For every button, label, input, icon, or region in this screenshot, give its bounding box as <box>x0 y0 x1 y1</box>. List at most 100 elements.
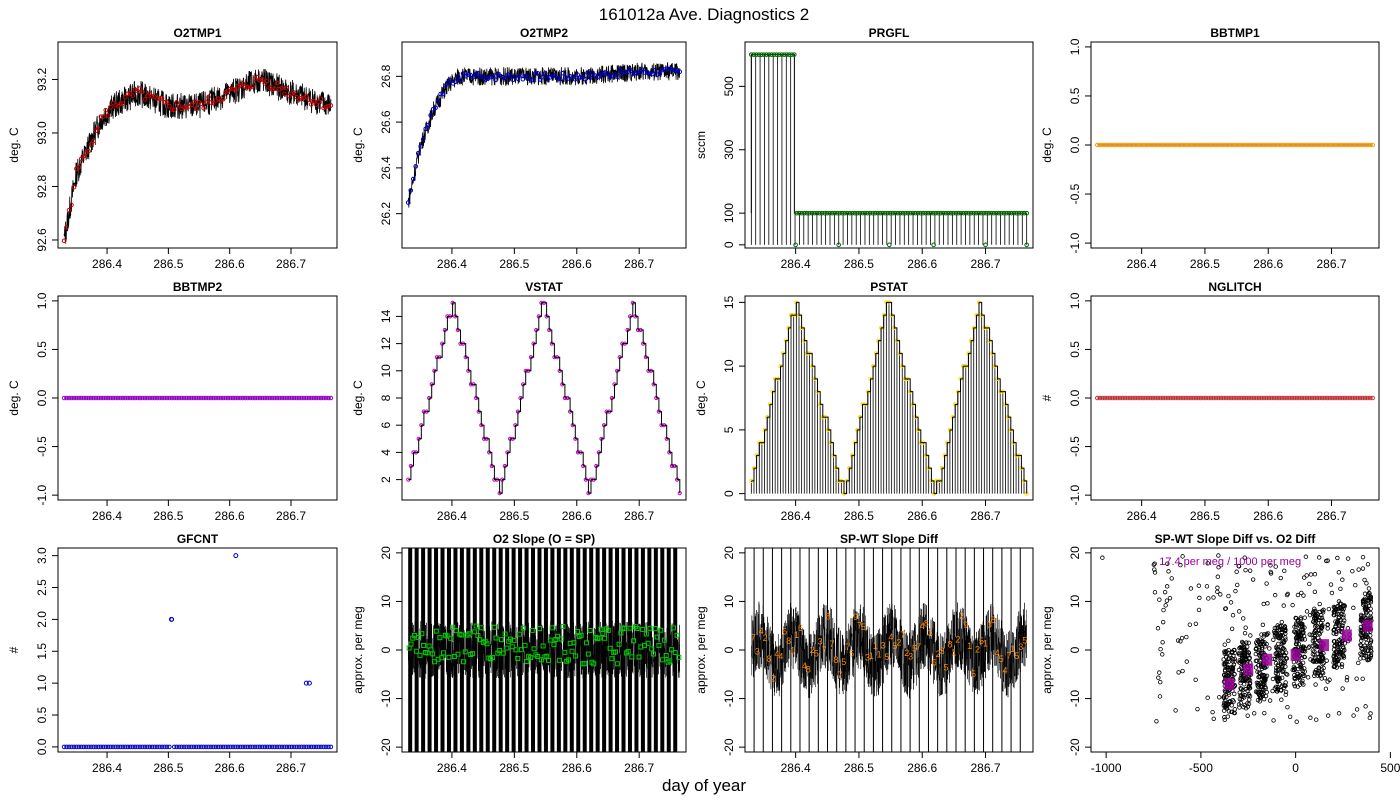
data-point <box>1277 623 1283 629</box>
data-point <box>1274 650 1280 656</box>
data-point <box>542 71 548 76</box>
data-point <box>1255 697 1261 703</box>
plot-area-nglitch <box>1095 395 1375 401</box>
y-axis-label-o2tmp1: deg. C <box>7 127 21 163</box>
data-point <box>1262 710 1267 716</box>
data-point <box>771 52 777 57</box>
data-point <box>291 395 297 401</box>
data-point <box>250 84 255 89</box>
data-point <box>269 395 275 401</box>
data-point <box>1184 634 1189 640</box>
data-point <box>1367 591 1372 596</box>
data-point <box>1319 142 1325 148</box>
data-point <box>115 744 121 750</box>
data-point <box>260 395 265 401</box>
data-point <box>1269 142 1274 148</box>
data-point <box>1296 674 1301 679</box>
data-point <box>489 655 495 661</box>
data-point <box>1335 395 1340 401</box>
digit-marker: 7 <box>751 633 756 643</box>
data-point <box>475 70 481 76</box>
data-point <box>781 52 787 57</box>
data-point <box>1336 662 1342 667</box>
data-point <box>413 164 419 169</box>
data-point <box>1238 645 1243 650</box>
bin-mean-marker <box>1262 653 1273 666</box>
data-point <box>1353 582 1358 588</box>
panel-grid: O2TMP1 deg. C 286.4 286.5 286.6 286.7 92.6 92.8… <box>7 26 1400 775</box>
data-point <box>1324 558 1329 564</box>
data-point <box>1165 395 1171 401</box>
data-point <box>556 657 562 663</box>
series-line-spwt <box>751 601 1027 699</box>
data-point <box>1368 595 1373 600</box>
data-point <box>413 648 419 654</box>
data-point <box>1233 588 1238 594</box>
data-point <box>1224 694 1229 700</box>
data-point <box>658 627 664 633</box>
data-point <box>1156 675 1161 680</box>
data-point <box>1210 709 1215 715</box>
data-point <box>1246 675 1251 681</box>
data-point <box>1334 645 1340 650</box>
data-point <box>1254 680 1260 686</box>
data-point <box>152 395 157 401</box>
data-point <box>1239 696 1244 702</box>
data-point <box>522 642 528 648</box>
data-point <box>211 100 216 106</box>
data-point <box>1300 671 1305 677</box>
digit-marker: 1 <box>951 648 956 658</box>
data-point <box>1095 142 1100 148</box>
data-point <box>1243 625 1248 630</box>
data-point <box>1283 689 1289 695</box>
data-point <box>1254 142 1259 148</box>
data-point <box>1332 643 1337 649</box>
digit-marker: 2 <box>810 645 815 655</box>
y-tick-label: -20 <box>379 738 393 756</box>
data-point <box>1295 592 1301 598</box>
x-tick-label: 286.5 <box>844 509 874 523</box>
data-point <box>573 653 579 659</box>
data-point <box>1160 395 1166 401</box>
data-point <box>1368 633 1373 638</box>
data-point <box>953 210 959 216</box>
data-point <box>1291 681 1297 687</box>
y-tick-label: -20 <box>1068 738 1082 756</box>
data-point <box>540 74 546 80</box>
x-tick-label: 286.4 <box>1127 509 1157 523</box>
data-point <box>1222 642 1227 647</box>
data-point <box>103 395 109 401</box>
data-point <box>1336 711 1342 716</box>
data-point <box>159 744 165 750</box>
data-point <box>822 210 827 216</box>
data-point <box>247 744 253 750</box>
data-point <box>1276 664 1281 669</box>
data-point <box>1183 142 1189 148</box>
data-point <box>1019 210 1024 216</box>
data-point <box>776 52 782 57</box>
data-point <box>1244 395 1249 401</box>
y-axis-label-pstat: deg. C <box>694 380 708 416</box>
data-point <box>1145 142 1151 148</box>
bin-mean-marker <box>1319 639 1330 652</box>
data-point <box>1256 142 1262 148</box>
digit-marker: 3 <box>1018 642 1023 652</box>
data-point <box>799 210 805 216</box>
data-point <box>1339 662 1345 667</box>
data-point <box>1337 617 1343 623</box>
data-point <box>877 210 883 216</box>
data-point <box>76 744 82 750</box>
data-point <box>255 744 260 750</box>
data-point <box>1355 142 1360 148</box>
panel-frame-bbtmp2 <box>57 295 338 501</box>
data-point <box>1102 395 1108 401</box>
y-tick-label: 500 <box>722 76 736 96</box>
data-point <box>1107 142 1113 148</box>
data-point <box>1332 627 1337 632</box>
data-point <box>1258 684 1263 690</box>
data-point <box>471 629 477 635</box>
data-point <box>1158 142 1163 148</box>
data-point <box>189 102 194 108</box>
x-tick-label: 286.6 <box>215 509 245 523</box>
data-point <box>1314 644 1319 650</box>
